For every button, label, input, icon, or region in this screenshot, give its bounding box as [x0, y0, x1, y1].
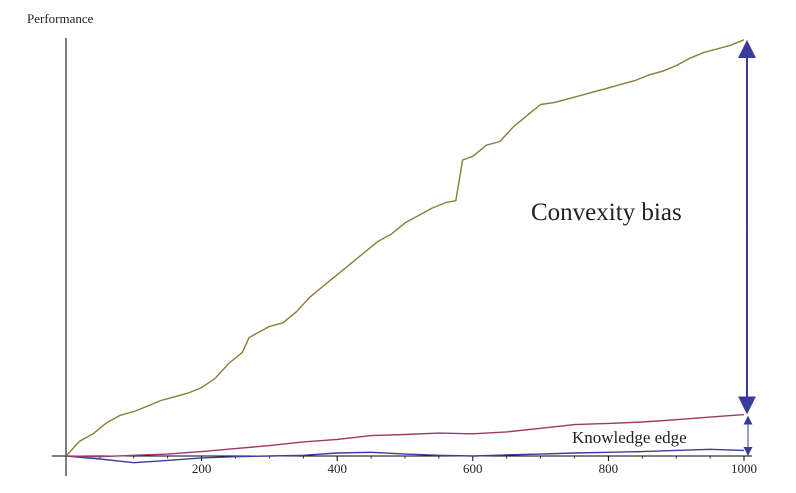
- baseline-line: [65, 448, 745, 464]
- x-tick-label: 1000: [731, 461, 757, 476]
- axes: [52, 38, 752, 476]
- series-layer: [65, 39, 745, 464]
- knowledge-edge-label: Knowledge edge: [572, 428, 687, 447]
- x-tick-label: 200: [192, 461, 212, 476]
- convexity-line: [65, 39, 745, 457]
- knowledge-edge-line: [65, 413, 745, 458]
- x-tick-label: 600: [463, 461, 483, 476]
- x-tick-label: 400: [327, 461, 347, 476]
- annotation-layer: Convexity bias Knowledge edge: [531, 39, 756, 456]
- y-axis-label: Performance: [27, 11, 94, 26]
- x-tick-label: 800: [599, 461, 619, 476]
- x-ticks: 200 400 600 800 1000: [99, 456, 757, 476]
- convexity-bias-label: Convexity bias: [531, 199, 682, 226]
